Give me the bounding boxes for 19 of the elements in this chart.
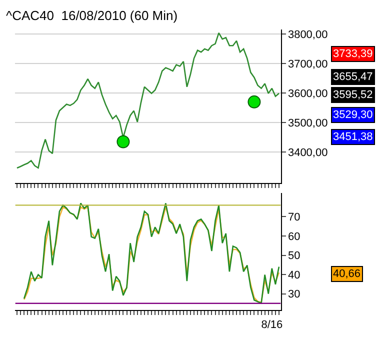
y-tick-label: 3600,00	[288, 88, 328, 100]
chart-title: ^CAC40 16/08/2010 (60 Min)	[6, 8, 178, 23]
y-tick-label: 3800,00	[288, 28, 328, 41]
text: 40,66	[333, 268, 361, 280]
text: 3595,52	[333, 89, 373, 101]
y-tick-label: 60	[288, 230, 300, 243]
y-tick-label: 50	[288, 250, 300, 262]
line-series	[16, 32, 280, 169]
text: 3733,39	[333, 48, 373, 60]
text: 3451,38	[333, 131, 373, 143]
text: 3655,47	[333, 71, 373, 83]
y-tick-label: 3500,00	[288, 117, 328, 130]
y-tick-label: 70	[288, 212, 300, 224]
y-tick-label: 3400,00	[288, 146, 328, 159]
y-tick-label: 3700,00	[288, 58, 328, 70]
y-tick-label: 40	[288, 269, 300, 282]
text: 3529,30	[333, 109, 373, 121]
x-tick-label: 8/16	[261, 319, 283, 332]
y-tick-label: 30	[288, 288, 300, 301]
